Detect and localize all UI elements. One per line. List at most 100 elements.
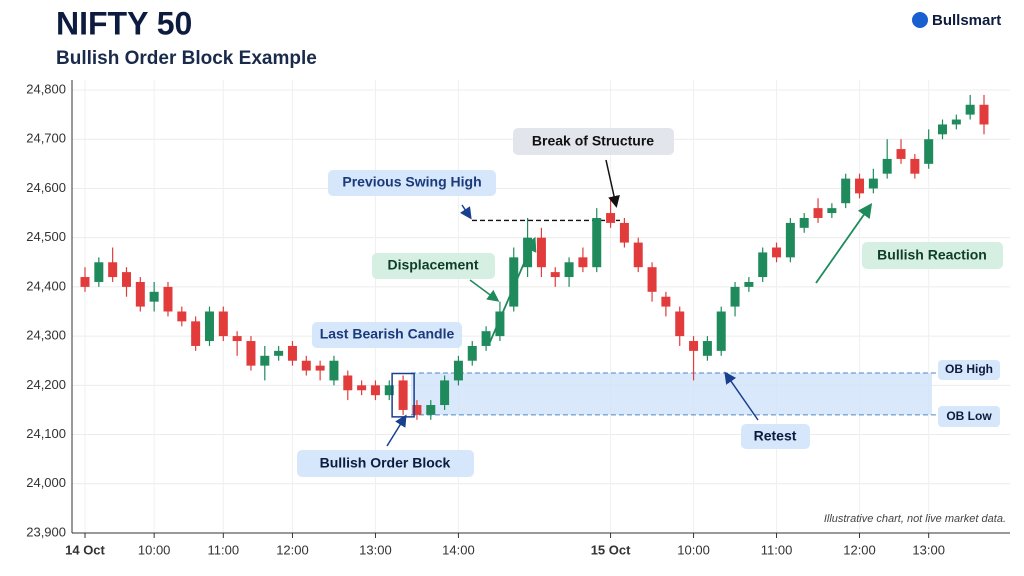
candle-body xyxy=(882,158,892,174)
candle-body xyxy=(868,178,878,189)
grid: 23,900 24,000 24,100 24,200 24,300 24,400 24,5… xyxy=(26,80,1010,557)
candle-body xyxy=(938,124,948,135)
candle-body xyxy=(536,237,546,268)
annotation-box xyxy=(513,128,674,155)
candle-body xyxy=(287,345,297,361)
x-tick-label: 11:00 xyxy=(208,542,240,557)
candle-body xyxy=(357,385,367,391)
candle-body xyxy=(675,311,685,337)
annotation: Last Bearish Candle xyxy=(320,326,455,342)
candle-body xyxy=(813,208,823,218)
annotation-box xyxy=(938,360,1000,380)
candle-body xyxy=(94,262,104,282)
levels xyxy=(410,219,936,416)
annotation-box xyxy=(328,170,496,196)
candle-body xyxy=(149,291,159,302)
candle-body xyxy=(592,217,602,268)
y-tick-label: 24,000 xyxy=(26,475,66,490)
x-tick-label: 15 Oct xyxy=(591,542,631,557)
candle-body xyxy=(453,360,463,381)
candle-body xyxy=(633,242,643,268)
candle-body xyxy=(440,380,450,406)
candle-body xyxy=(426,405,436,415)
candle-body xyxy=(135,281,145,307)
y-tick-label: 24,800 xyxy=(26,81,66,96)
candle-body xyxy=(108,262,118,278)
candle-body xyxy=(121,272,131,287)
candle-body xyxy=(398,380,408,410)
candle-body xyxy=(606,213,616,223)
candle-body xyxy=(979,104,989,125)
candle-body xyxy=(619,222,629,243)
candle-body xyxy=(841,178,851,204)
annotation: Bullish Reaction xyxy=(877,247,987,263)
annotation-box xyxy=(938,406,1000,427)
annotation-box xyxy=(372,253,495,279)
order-block-zone xyxy=(410,373,932,415)
x-tick-label: 13:00 xyxy=(912,542,945,557)
candle-body xyxy=(689,341,699,351)
candle-body xyxy=(80,277,90,287)
candle-body xyxy=(772,247,782,258)
annotation: OB Low xyxy=(946,409,992,423)
footnote: Illustrative chart, not live market data… xyxy=(824,513,1006,525)
candle-body xyxy=(896,149,906,159)
candle-body xyxy=(509,257,519,307)
candle-body xyxy=(163,286,173,312)
x-tick-label: 11:00 xyxy=(761,542,793,557)
candle-body xyxy=(177,311,187,322)
y-tick-label: 24,500 xyxy=(26,229,66,244)
annotation-box xyxy=(862,242,1003,269)
candle-body xyxy=(384,385,394,396)
candle-body xyxy=(702,341,712,356)
candle-body xyxy=(647,267,657,292)
annotation: Break of Structure xyxy=(532,133,654,149)
y-tick-label: 24,100 xyxy=(26,426,66,441)
y-tick-label: 24,700 xyxy=(26,131,66,146)
candle-body xyxy=(246,341,256,366)
x-tick-label: 14 Oct xyxy=(65,542,105,557)
chart-subtitle: Bullish Order Block Example xyxy=(56,48,317,69)
candle-body xyxy=(661,296,671,307)
brand-logo xyxy=(912,12,928,28)
x-tick-label: 12:00 xyxy=(843,542,876,557)
candle-body xyxy=(204,311,214,342)
x-tick-label: 12:00 xyxy=(276,542,309,557)
candle-body xyxy=(343,375,353,391)
candle-body xyxy=(481,331,491,346)
annotation: Displacement xyxy=(387,257,478,273)
annotation-box xyxy=(297,450,474,477)
arrow xyxy=(724,371,759,421)
candle-body xyxy=(578,257,588,268)
candle-body xyxy=(315,365,325,371)
candle-body xyxy=(785,222,795,258)
candle-body xyxy=(910,158,920,174)
annotation: Previous Swing High xyxy=(342,174,481,190)
candle-body xyxy=(744,281,754,287)
y-tick-label: 24,400 xyxy=(26,278,66,293)
annotation-box xyxy=(312,322,462,348)
candle-body xyxy=(301,360,311,371)
candle-body xyxy=(218,311,228,337)
candle-body xyxy=(495,311,505,337)
annotation: OB High xyxy=(945,362,993,376)
x-tick-label: 10:00 xyxy=(677,542,710,557)
candles xyxy=(80,94,989,420)
candle-body xyxy=(855,178,865,194)
x-tick-label: 13:00 xyxy=(359,542,392,557)
y-tick-label: 23,900 xyxy=(26,524,66,539)
arrow xyxy=(469,279,500,302)
x-tick-label: 10:00 xyxy=(138,542,171,557)
arrow xyxy=(460,204,472,220)
candle-body xyxy=(730,286,740,307)
candle-body xyxy=(467,345,477,361)
candle-body xyxy=(924,139,934,164)
candle-body xyxy=(370,385,380,396)
candle-body xyxy=(274,350,284,356)
candle-body xyxy=(799,217,809,228)
y-tick-label: 24,200 xyxy=(26,377,66,392)
candle-body xyxy=(827,208,837,214)
candle-body xyxy=(412,405,422,415)
arrow xyxy=(489,236,537,343)
